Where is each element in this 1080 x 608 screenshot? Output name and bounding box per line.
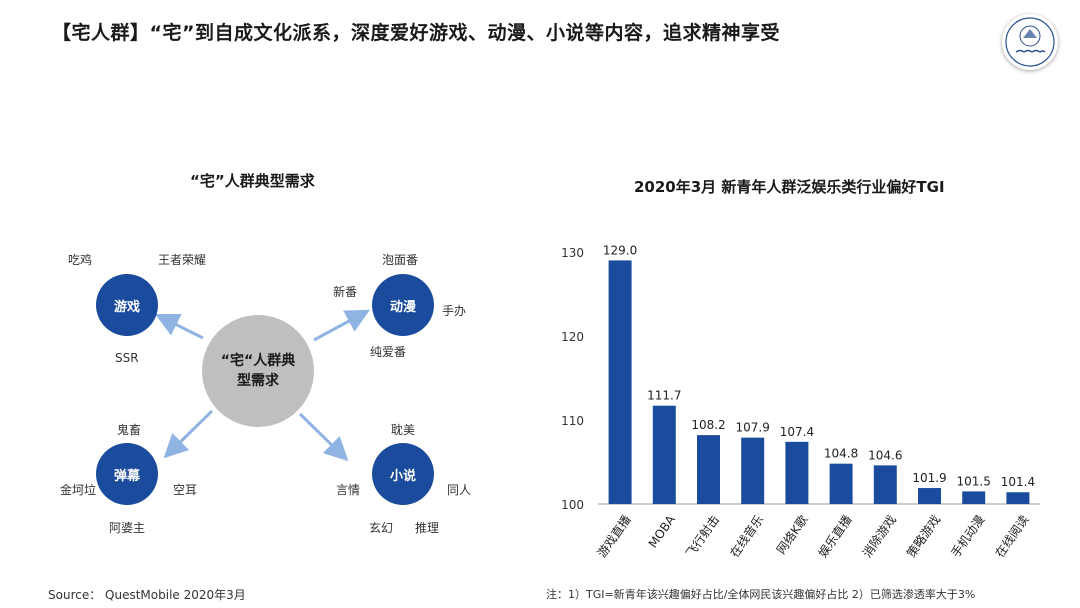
bar (873, 465, 897, 504)
bar (608, 260, 632, 504)
category-danmaku: 弹幕 (96, 443, 158, 505)
bar-value-label: 101.5 (957, 474, 991, 488)
need-item: 玄幻 (369, 521, 394, 535)
y-tick-label: 100 (561, 498, 584, 512)
need-item: 泡面番 (382, 253, 419, 267)
arrow-to-anime (313, 309, 370, 342)
bar-value-label: 108.2 (691, 418, 725, 432)
bar-value-label: 111.7 (647, 389, 681, 403)
needs-arrows (154, 309, 370, 462)
x-tick-label: 网络K歌 (773, 512, 810, 557)
bar (962, 491, 986, 504)
bar (1006, 492, 1030, 504)
bar-value-label: 107.4 (780, 425, 814, 439)
need-item: 推理 (415, 521, 440, 535)
center-node-label: “宅“人群典型需求 (220, 353, 296, 389)
x-tick-label: 在线阅读 (993, 513, 1032, 560)
arrow-to-danmaku (163, 409, 214, 459)
x-tick-label: 策略游戏 (903, 512, 943, 560)
chart-title: 2020年3月 新青年人群泛娱乐类行业偏好TGI (634, 178, 945, 196)
need-item: 同人 (447, 483, 472, 497)
bar-value-label: 104.8 (824, 447, 858, 461)
need-item: 吃鸡 (68, 253, 93, 267)
arrow-to-games (154, 313, 204, 340)
logo-seal-icon (1005, 17, 1055, 67)
source-note: Source： QuestMobile 2020年3月 (48, 588, 246, 602)
bar (829, 463, 853, 504)
y-tick-label: 130 (561, 246, 584, 260)
needs-diagram-title: “宅”人群典型需求 (190, 172, 315, 190)
category-anime-label: 动漫 (389, 299, 416, 315)
need-item: 金坷垃 (60, 483, 97, 497)
need-item: 纯爱番 (370, 345, 407, 359)
bar (652, 405, 676, 504)
category-games: 游戏 (96, 274, 158, 336)
category-novels: 小说 (372, 443, 434, 505)
footnote: 注：1）TGI=新青年该兴趣偏好占比/全体网民该兴趣偏好占比 2）已筛选渗透率大… (546, 588, 976, 601)
need-item: 新番 (333, 285, 358, 299)
x-tick-label: 手机动漫 (948, 513, 987, 560)
bar (697, 435, 720, 504)
category-games-label: 游戏 (113, 299, 140, 315)
university-logo (1002, 14, 1058, 70)
need-item: SSR (115, 351, 139, 365)
need-item: 阿婆主 (109, 521, 146, 535)
need-item: 手办 (442, 304, 467, 318)
x-tick-label: 消除游戏 (859, 512, 899, 560)
x-tick-label: MOBA (646, 512, 679, 550)
bar-value-label: 101.9 (912, 471, 946, 485)
page-title: 【宅人群】“宅”到自成文化派系，深度爱好游戏、动漫、小说等内容，追求精神享受 (52, 22, 780, 44)
need-item: 空耳 (173, 483, 198, 497)
category-anime: 动漫 (372, 274, 434, 336)
y-tick-label: 120 (561, 330, 584, 344)
need-item: 鬼畜 (117, 423, 142, 437)
category-novels-label: 小说 (389, 468, 416, 484)
bar (785, 441, 809, 504)
arrow-to-novels (298, 412, 349, 462)
category-danmaku-label: 弹幕 (113, 468, 140, 484)
x-tick-label: 娱乐直播 (816, 513, 855, 560)
need-item: 耽美 (391, 423, 416, 437)
bar-value-label: 101.4 (1001, 475, 1035, 489)
center-node: “宅“人群典型需求 (202, 315, 314, 427)
need-item: 王者荣耀 (158, 253, 207, 267)
bar (918, 488, 941, 504)
bar (741, 437, 765, 504)
bar-value-label: 107.9 (736, 421, 770, 435)
bar-value-label: 104.6 (868, 448, 902, 462)
tgi-bar-chart: 100 110 120 130 129.0 游戏直播 111.7 MOBA 108.2 飞行射击 1… (561, 243, 1040, 560)
need-item: 言情 (336, 483, 361, 497)
x-tick-label: 在线音乐 (727, 512, 767, 560)
x-tick-label: 飞行射击 (682, 512, 722, 560)
bar-value-label: 129.0 (603, 243, 637, 257)
y-tick-label: 110 (561, 414, 584, 428)
x-tick-label: 游戏直播 (595, 513, 634, 560)
